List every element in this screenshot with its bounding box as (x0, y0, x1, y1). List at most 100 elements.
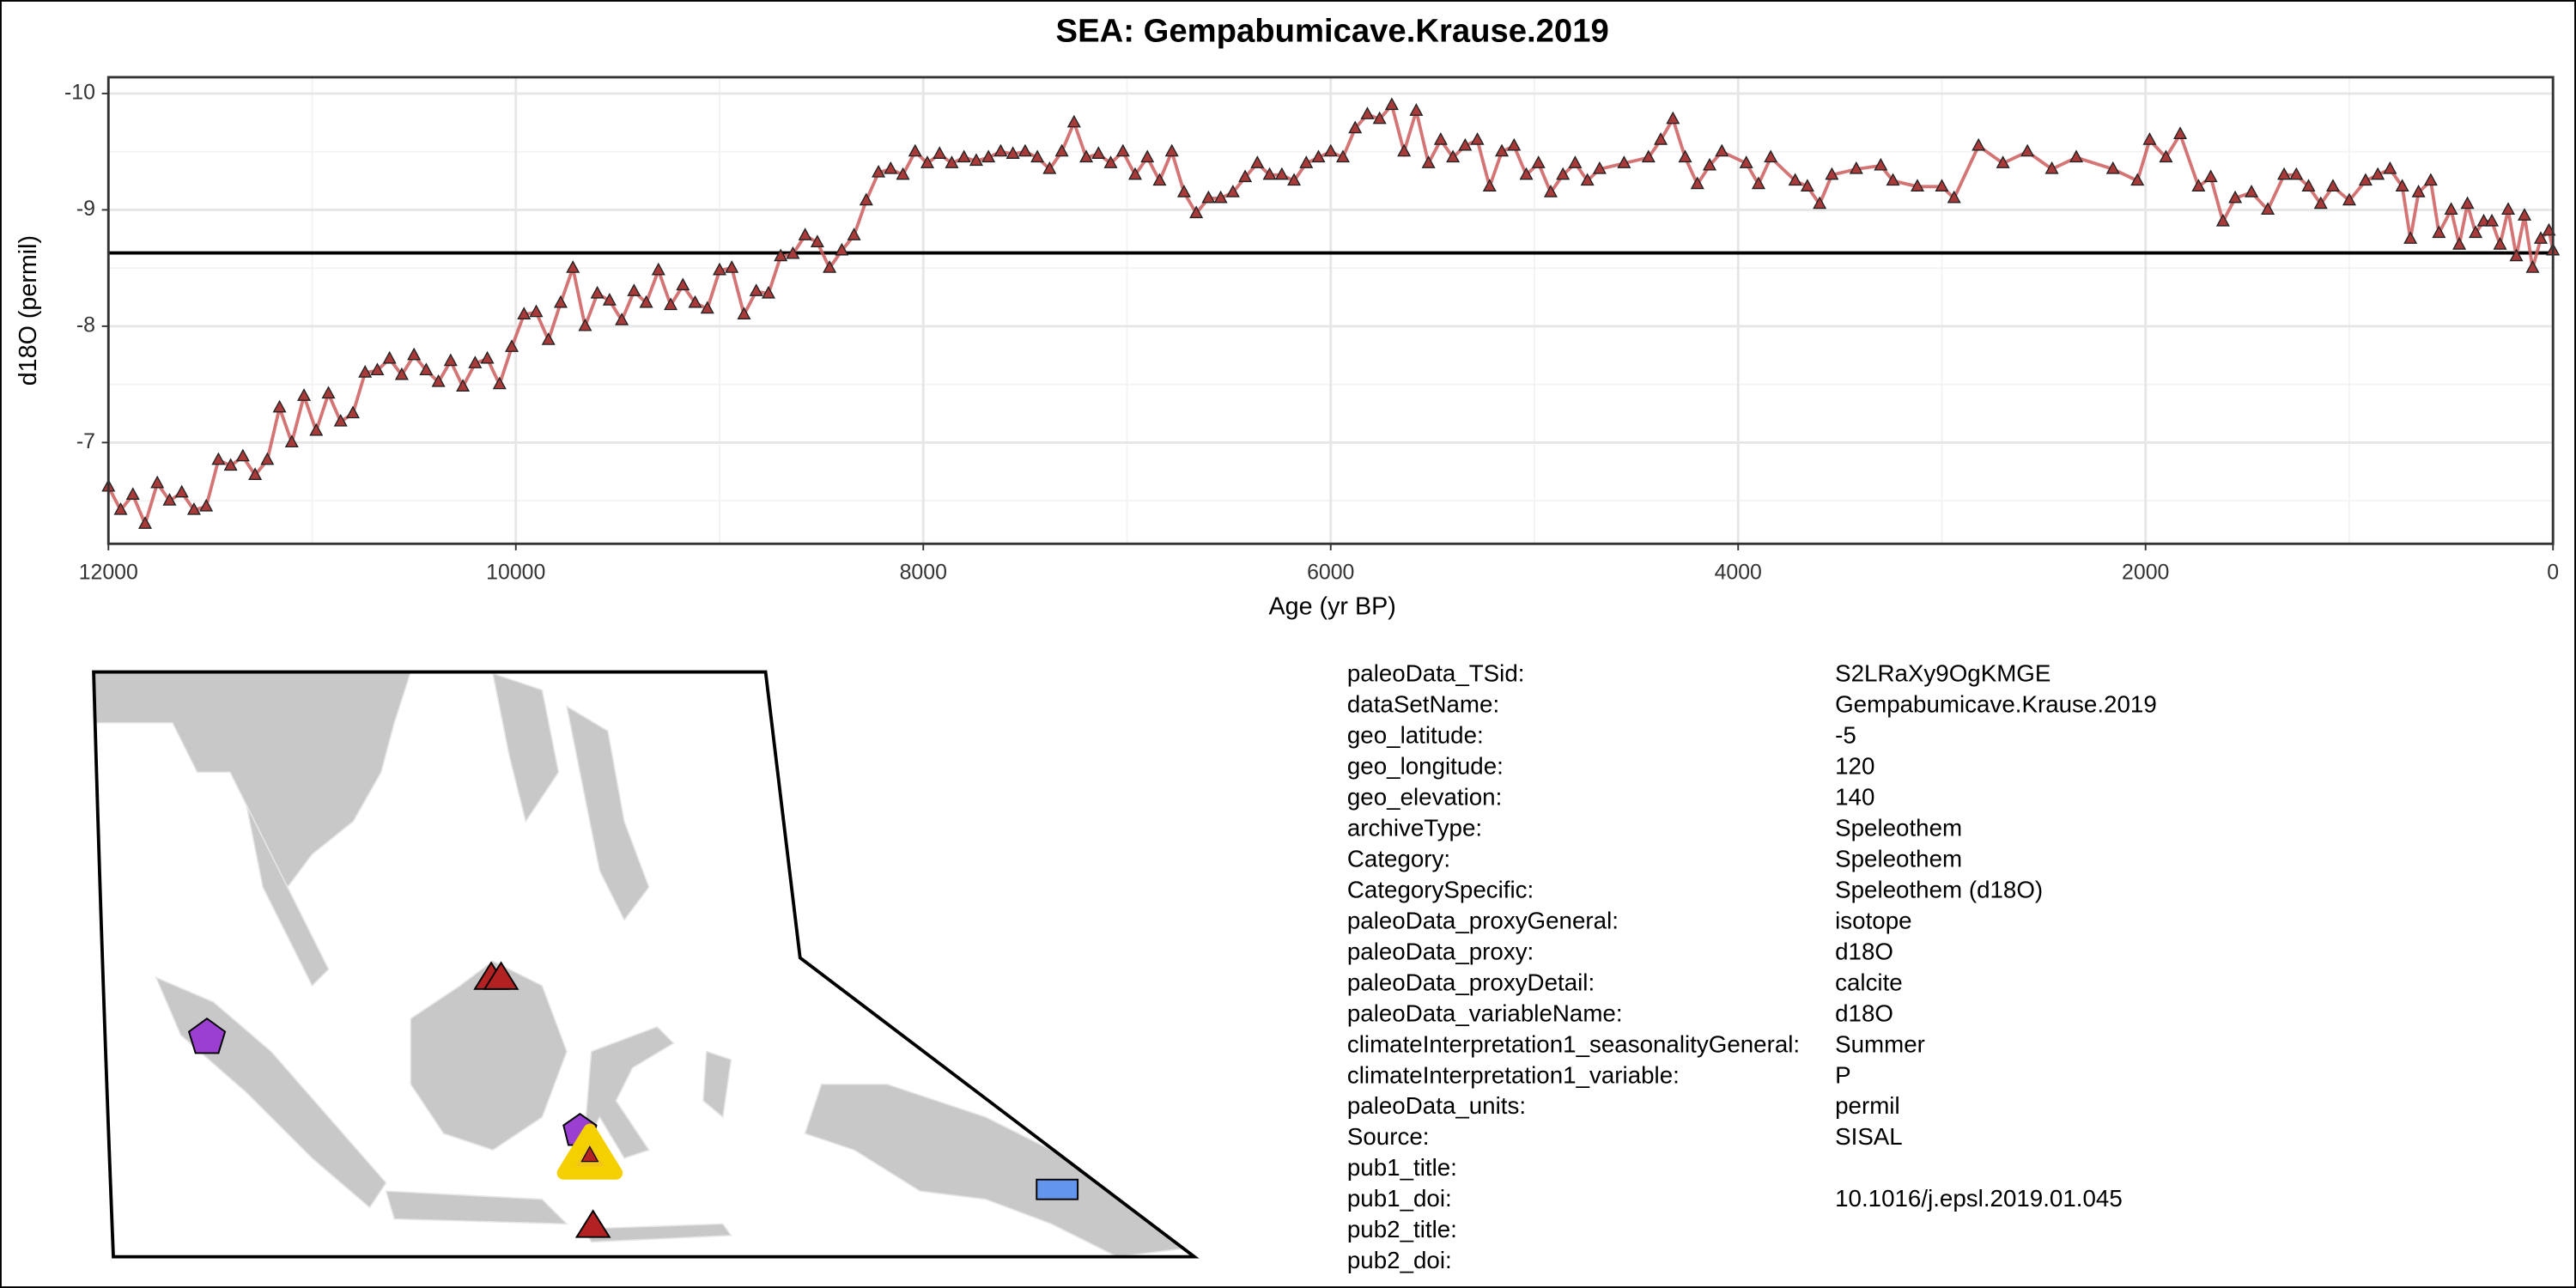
data-point (1764, 149, 1778, 163)
selected-site-marker (580, 1145, 599, 1163)
data-point (920, 155, 935, 168)
metadata-value: -5 (1835, 722, 1856, 749)
x-tick-label: 0 (2547, 560, 2559, 584)
metadata-key: CategorySpecific: (1347, 876, 1534, 902)
data-point (1874, 157, 1888, 171)
data-point (676, 277, 690, 291)
data-point (835, 242, 849, 256)
data-point (823, 260, 837, 273)
plot: 12000 10000 8000 6000 4000 2000 0 -10 -9 -8 -7 (64, 76, 2561, 584)
metadata-key: pub1_doi: (1347, 1185, 1452, 1212)
metadata-key: archiveType: (1347, 815, 1482, 841)
metadata-table: paleoData_TSid: S2LRaXy9OgKMGE dataSetName… (1347, 660, 2157, 1273)
data-point (480, 350, 495, 364)
metadata-value: Summer (1835, 1030, 1925, 1057)
data-point (1996, 155, 2010, 168)
data-point (1421, 155, 1436, 168)
x-tick-label: 6000 (1307, 560, 1354, 584)
data-point (2342, 192, 2356, 206)
data-point (1091, 146, 1106, 159)
data-point (309, 422, 324, 436)
metadata-key: paleoData_TSid: (1347, 660, 1525, 687)
data-point (774, 248, 788, 262)
data-point (590, 285, 605, 299)
data-point (1103, 155, 1118, 168)
data-point (1617, 155, 1631, 168)
data-point (798, 228, 812, 240)
data-point (407, 347, 422, 361)
data-point (1348, 120, 1363, 134)
data-point (847, 228, 861, 240)
data-point (639, 295, 653, 308)
data-point (2423, 173, 2438, 186)
data-point (2215, 213, 2230, 227)
metadata-key: paleoData_proxy: (1347, 938, 1534, 964)
y-tick-label: -10 (64, 80, 95, 104)
data-point (2203, 169, 2218, 183)
data-point (2533, 231, 2548, 244)
data-point (933, 146, 947, 159)
data-point (1238, 169, 1253, 183)
data-point (602, 293, 617, 306)
data-point (969, 153, 983, 167)
data-point (1372, 111, 1387, 125)
data-point (1335, 149, 1350, 163)
data-point (1433, 132, 1448, 145)
data-point (2301, 179, 2316, 191)
data-point (431, 374, 446, 387)
x-tick-label: 2000 (2122, 560, 2169, 584)
data-point (1213, 190, 1228, 204)
data-point (1164, 143, 1179, 157)
data-point (382, 350, 397, 364)
metadata-key: paleoData_units: (1347, 1092, 1526, 1119)
data-point (2432, 225, 2446, 239)
data-point (443, 353, 458, 367)
data-point (1152, 173, 1167, 186)
data-point (370, 362, 385, 376)
data-point (125, 487, 140, 501)
data-point (1788, 173, 1802, 186)
data-point (1225, 185, 1240, 197)
data-point (2069, 149, 2084, 163)
data-point (1715, 143, 1729, 157)
data-point (1005, 146, 1020, 159)
data-point (1825, 167, 1839, 180)
data-point (2130, 173, 2145, 186)
data-point (1299, 155, 1314, 168)
metadata-value: permil (1835, 1092, 1900, 1119)
metadata-value: d18O (1835, 999, 1893, 1026)
data-point (664, 297, 678, 311)
metadata-key: paleoData_proxyGeneral: (1347, 907, 1619, 933)
metadata-value: SISAL (1835, 1123, 1903, 1150)
data-point (321, 386, 336, 399)
data-point (1568, 155, 1583, 168)
data-point (2395, 179, 2409, 191)
data-point (810, 234, 824, 247)
x-axis-label: Age (yr BP) (1269, 592, 1396, 620)
data-point (2444, 202, 2458, 216)
data-point (884, 161, 898, 174)
y-tick-label: -8 (76, 313, 95, 337)
data-point (2383, 161, 2397, 174)
data-point (1947, 190, 1961, 204)
data-point (211, 452, 226, 465)
data-point (2261, 202, 2275, 216)
data-point (1018, 143, 1032, 157)
data-point (2525, 260, 2540, 273)
metadata-value: Speleothem (1835, 845, 1962, 872)
data-point (761, 285, 775, 299)
data-point (333, 413, 348, 427)
data-point (186, 501, 201, 515)
chart-title: SEA: Gempabumicave.Krause.2019 (1056, 12, 1609, 49)
data-point (2191, 179, 2206, 191)
data-point (272, 399, 287, 413)
data-point (1910, 179, 1925, 191)
data-point (566, 260, 580, 273)
metadata-value: d18O (1835, 938, 1893, 964)
data-point (712, 262, 727, 276)
data-point (284, 434, 299, 448)
plot-frame (106, 76, 2555, 545)
data-point (345, 405, 360, 419)
metadata-value: 10.1016/j.epsl.2019.01.045 (1835, 1185, 2123, 1212)
data-point (2313, 196, 2328, 210)
